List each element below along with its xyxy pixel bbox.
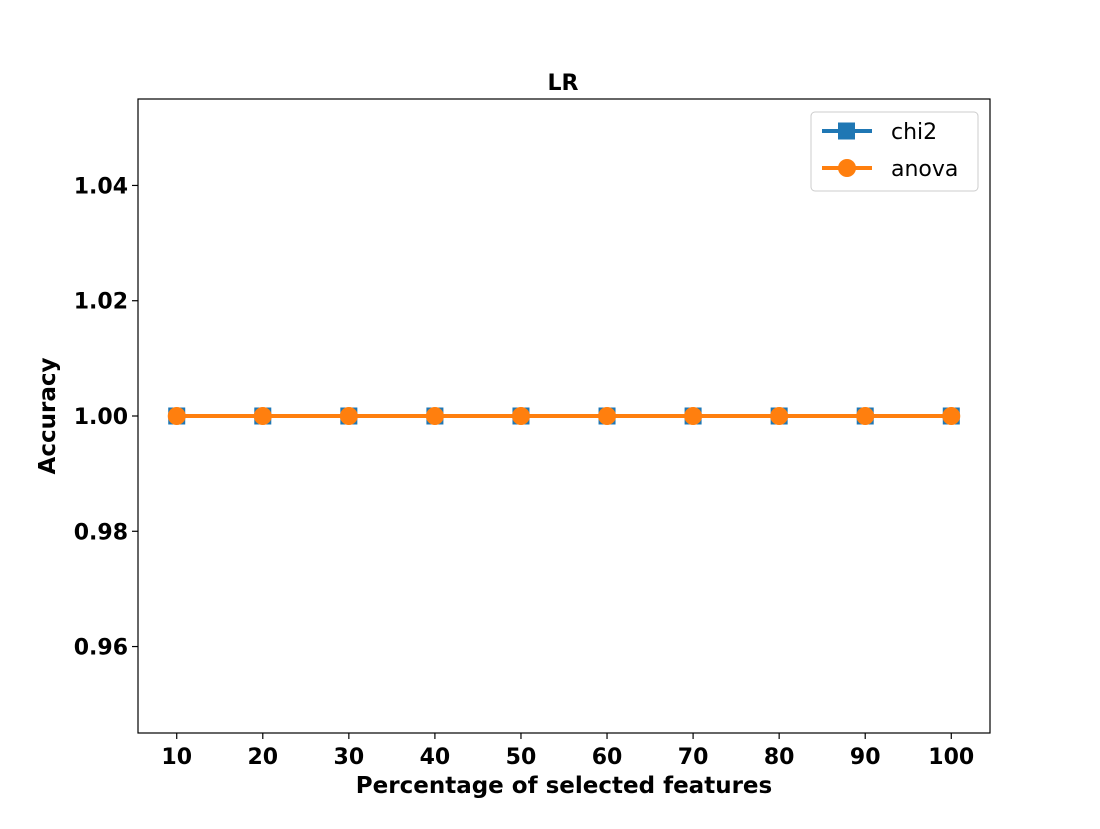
y-tick-label: 1.02 — [74, 290, 128, 315]
data-point-anova — [167, 407, 186, 425]
legend-item-chi2: chi2 — [822, 120, 937, 145]
x-tick-label: 40 — [420, 745, 451, 770]
data-point-anova — [942, 407, 961, 425]
series-anova — [167, 407, 961, 425]
data-point-anova — [770, 407, 789, 425]
y-tick-label: 1.00 — [74, 405, 128, 430]
data-point-anova — [339, 407, 358, 425]
legend-items: chi2 anova — [822, 120, 958, 182]
y-axis: 0.96 0.98 1.00 1.02 1.04 — [74, 174, 138, 661]
data-point-anova — [598, 407, 617, 425]
x-axis-label: Percentage of selected features — [356, 773, 772, 799]
x-tick-label: 80 — [764, 745, 795, 770]
legend-item-anova: anova — [822, 157, 958, 182]
legend: chi2 anova — [810, 111, 979, 192]
y-tick-label: 0.98 — [74, 520, 128, 545]
data-point-anova — [684, 407, 703, 425]
x-tick-label: 50 — [506, 745, 537, 770]
x-tick-label: 20 — [247, 745, 278, 770]
data-point-anova — [511, 407, 530, 425]
x-tick-label: 60 — [592, 745, 623, 770]
chart-title: LR — [548, 71, 579, 96]
x-tick-label: 70 — [678, 745, 709, 770]
data-point-anova — [253, 407, 272, 425]
data-point-anova — [856, 407, 875, 425]
legend-marker-circle-icon — [838, 159, 856, 177]
y-axis-label: Accuracy — [35, 358, 61, 475]
y-tick-label: 1.04 — [74, 174, 128, 199]
x-axis: 10 20 30 40 50 60 70 80 90 100 — [161, 733, 974, 770]
data-point-anova — [425, 407, 444, 425]
legend-marker-square-icon — [838, 122, 855, 140]
x-tick-label: 90 — [850, 745, 881, 770]
legend-label-anova: anova — [891, 157, 958, 182]
y-tick-label: 0.96 — [74, 636, 128, 661]
series-layer — [167, 407, 961, 425]
x-tick-label: 30 — [334, 745, 365, 770]
x-tick-label: 10 — [161, 745, 192, 770]
legend-label-chi2: chi2 — [891, 120, 937, 145]
plot-area: 10 20 30 40 50 60 70 80 90 100 0.96 0.98 1.00 1.02 1.… — [74, 98, 991, 770]
x-tick-label: 100 — [928, 745, 974, 770]
